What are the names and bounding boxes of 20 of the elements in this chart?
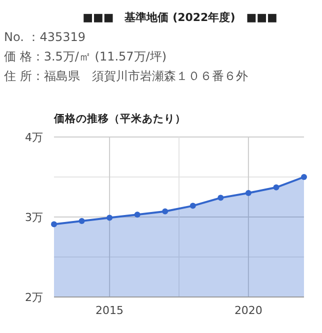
x-tick-label: 2020 xyxy=(234,304,262,317)
y-tick-label: 4万 xyxy=(25,131,43,144)
y-tick-label: 3万 xyxy=(25,211,43,224)
title: ■■■ 基準地価 (2022年度) ■■■ xyxy=(82,11,278,24)
subtitle: 価格の推移（平米あたり） xyxy=(54,113,186,125)
point xyxy=(218,194,224,201)
point xyxy=(273,184,280,190)
y-tick-label: 2万 xyxy=(25,291,43,304)
point xyxy=(134,212,140,218)
point xyxy=(162,208,168,214)
point xyxy=(78,218,85,224)
point xyxy=(106,214,113,221)
point xyxy=(301,174,307,180)
point xyxy=(51,221,57,228)
annotation: 住 所：福島県 須賀川市岩瀬森１０６番６外 xyxy=(4,69,248,83)
annotation: No. ：435319 xyxy=(4,30,86,44)
x-tick-label: 2015 xyxy=(96,304,124,317)
point xyxy=(190,202,196,209)
point xyxy=(245,190,252,196)
annotation: 価 格：3.5万/㎡ (11.57万/坪) xyxy=(4,50,167,64)
